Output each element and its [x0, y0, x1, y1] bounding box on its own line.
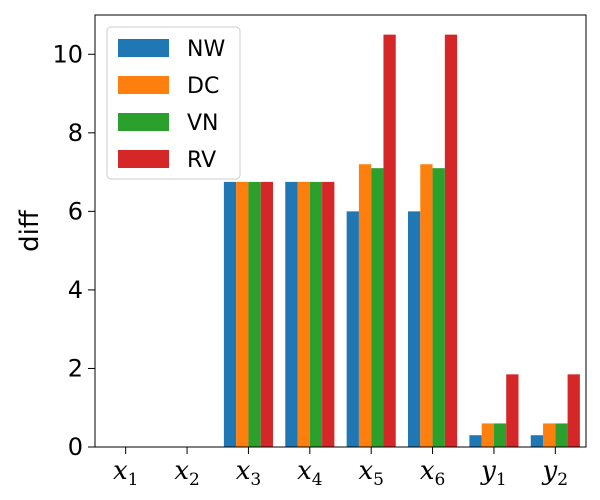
bar-vn-5: [371, 168, 384, 447]
bar-rv-5: [383, 34, 396, 447]
legend-label-rv: RV: [187, 148, 216, 173]
bar-dc-5: [358, 164, 372, 448]
bar-rv-7: [506, 374, 519, 447]
bar-rv-8: [567, 374, 580, 447]
y-axis-label: diff: [15, 209, 45, 252]
bar-nw-4: [285, 181, 298, 447]
x-tick-label: y2: [542, 456, 569, 490]
y-tick-label: 6: [68, 197, 83, 225]
x-axis: x1 x2 x3 x4 x5 x6 y1 y2: [113, 447, 568, 490]
y-tick-label: 0: [68, 433, 83, 461]
x-tick-label: y1: [480, 456, 507, 490]
bar-dc-4: [297, 181, 310, 447]
legend: NW DC VN RV: [106, 26, 241, 180]
bar-vn-6: [432, 168, 445, 447]
legend-box: [106, 26, 241, 180]
x-tick-label: x6: [420, 456, 446, 490]
bar-nw-3: [223, 181, 237, 447]
x-tick-label: x1: [113, 456, 139, 490]
bar-nw-6: [408, 211, 421, 447]
x-tick-label: x4: [297, 456, 323, 490]
y-tick-label: 10: [52, 40, 83, 68]
bars-group: [223, 34, 580, 448]
bar-dc-3: [236, 181, 249, 447]
legend-label-dc: DC: [187, 74, 219, 99]
legend-swatch-rv: [118, 150, 169, 168]
bar-dc-6: [420, 164, 433, 448]
x-tick-label: x3: [236, 456, 262, 490]
bar-vn-4: [309, 181, 323, 447]
bar-rv-6: [444, 34, 458, 447]
bar-vn-7: [493, 423, 507, 447]
legend-swatch-dc: [118, 76, 169, 94]
bar-nw-5: [346, 211, 359, 447]
plot-frame: [94, 14, 587, 448]
y-tick-label: 2: [68, 354, 83, 382]
x-tick-label: x5: [358, 456, 384, 490]
legend-label-vn: VN: [187, 111, 219, 136]
legend-swatch-nw: [118, 39, 169, 57]
y-axis: 0 2 4 6 8 10: [52, 40, 95, 461]
y-tick-label: 8: [68, 119, 83, 147]
legend-swatch-vn: [118, 113, 169, 131]
bar-rv-4: [322, 181, 335, 447]
legend-label-nw: NW: [187, 37, 225, 62]
bar-nw-7: [469, 435, 482, 447]
x-tick-label: x2: [174, 456, 200, 490]
bar-dc-7: [481, 423, 494, 447]
bar-nw-8: [530, 435, 544, 447]
bar-vn-8: [555, 423, 568, 447]
y-tick-label: 4: [68, 276, 83, 304]
bar-rv-3: [260, 181, 273, 447]
bar-vn-3: [248, 181, 261, 447]
bar-dc-8: [543, 423, 556, 447]
